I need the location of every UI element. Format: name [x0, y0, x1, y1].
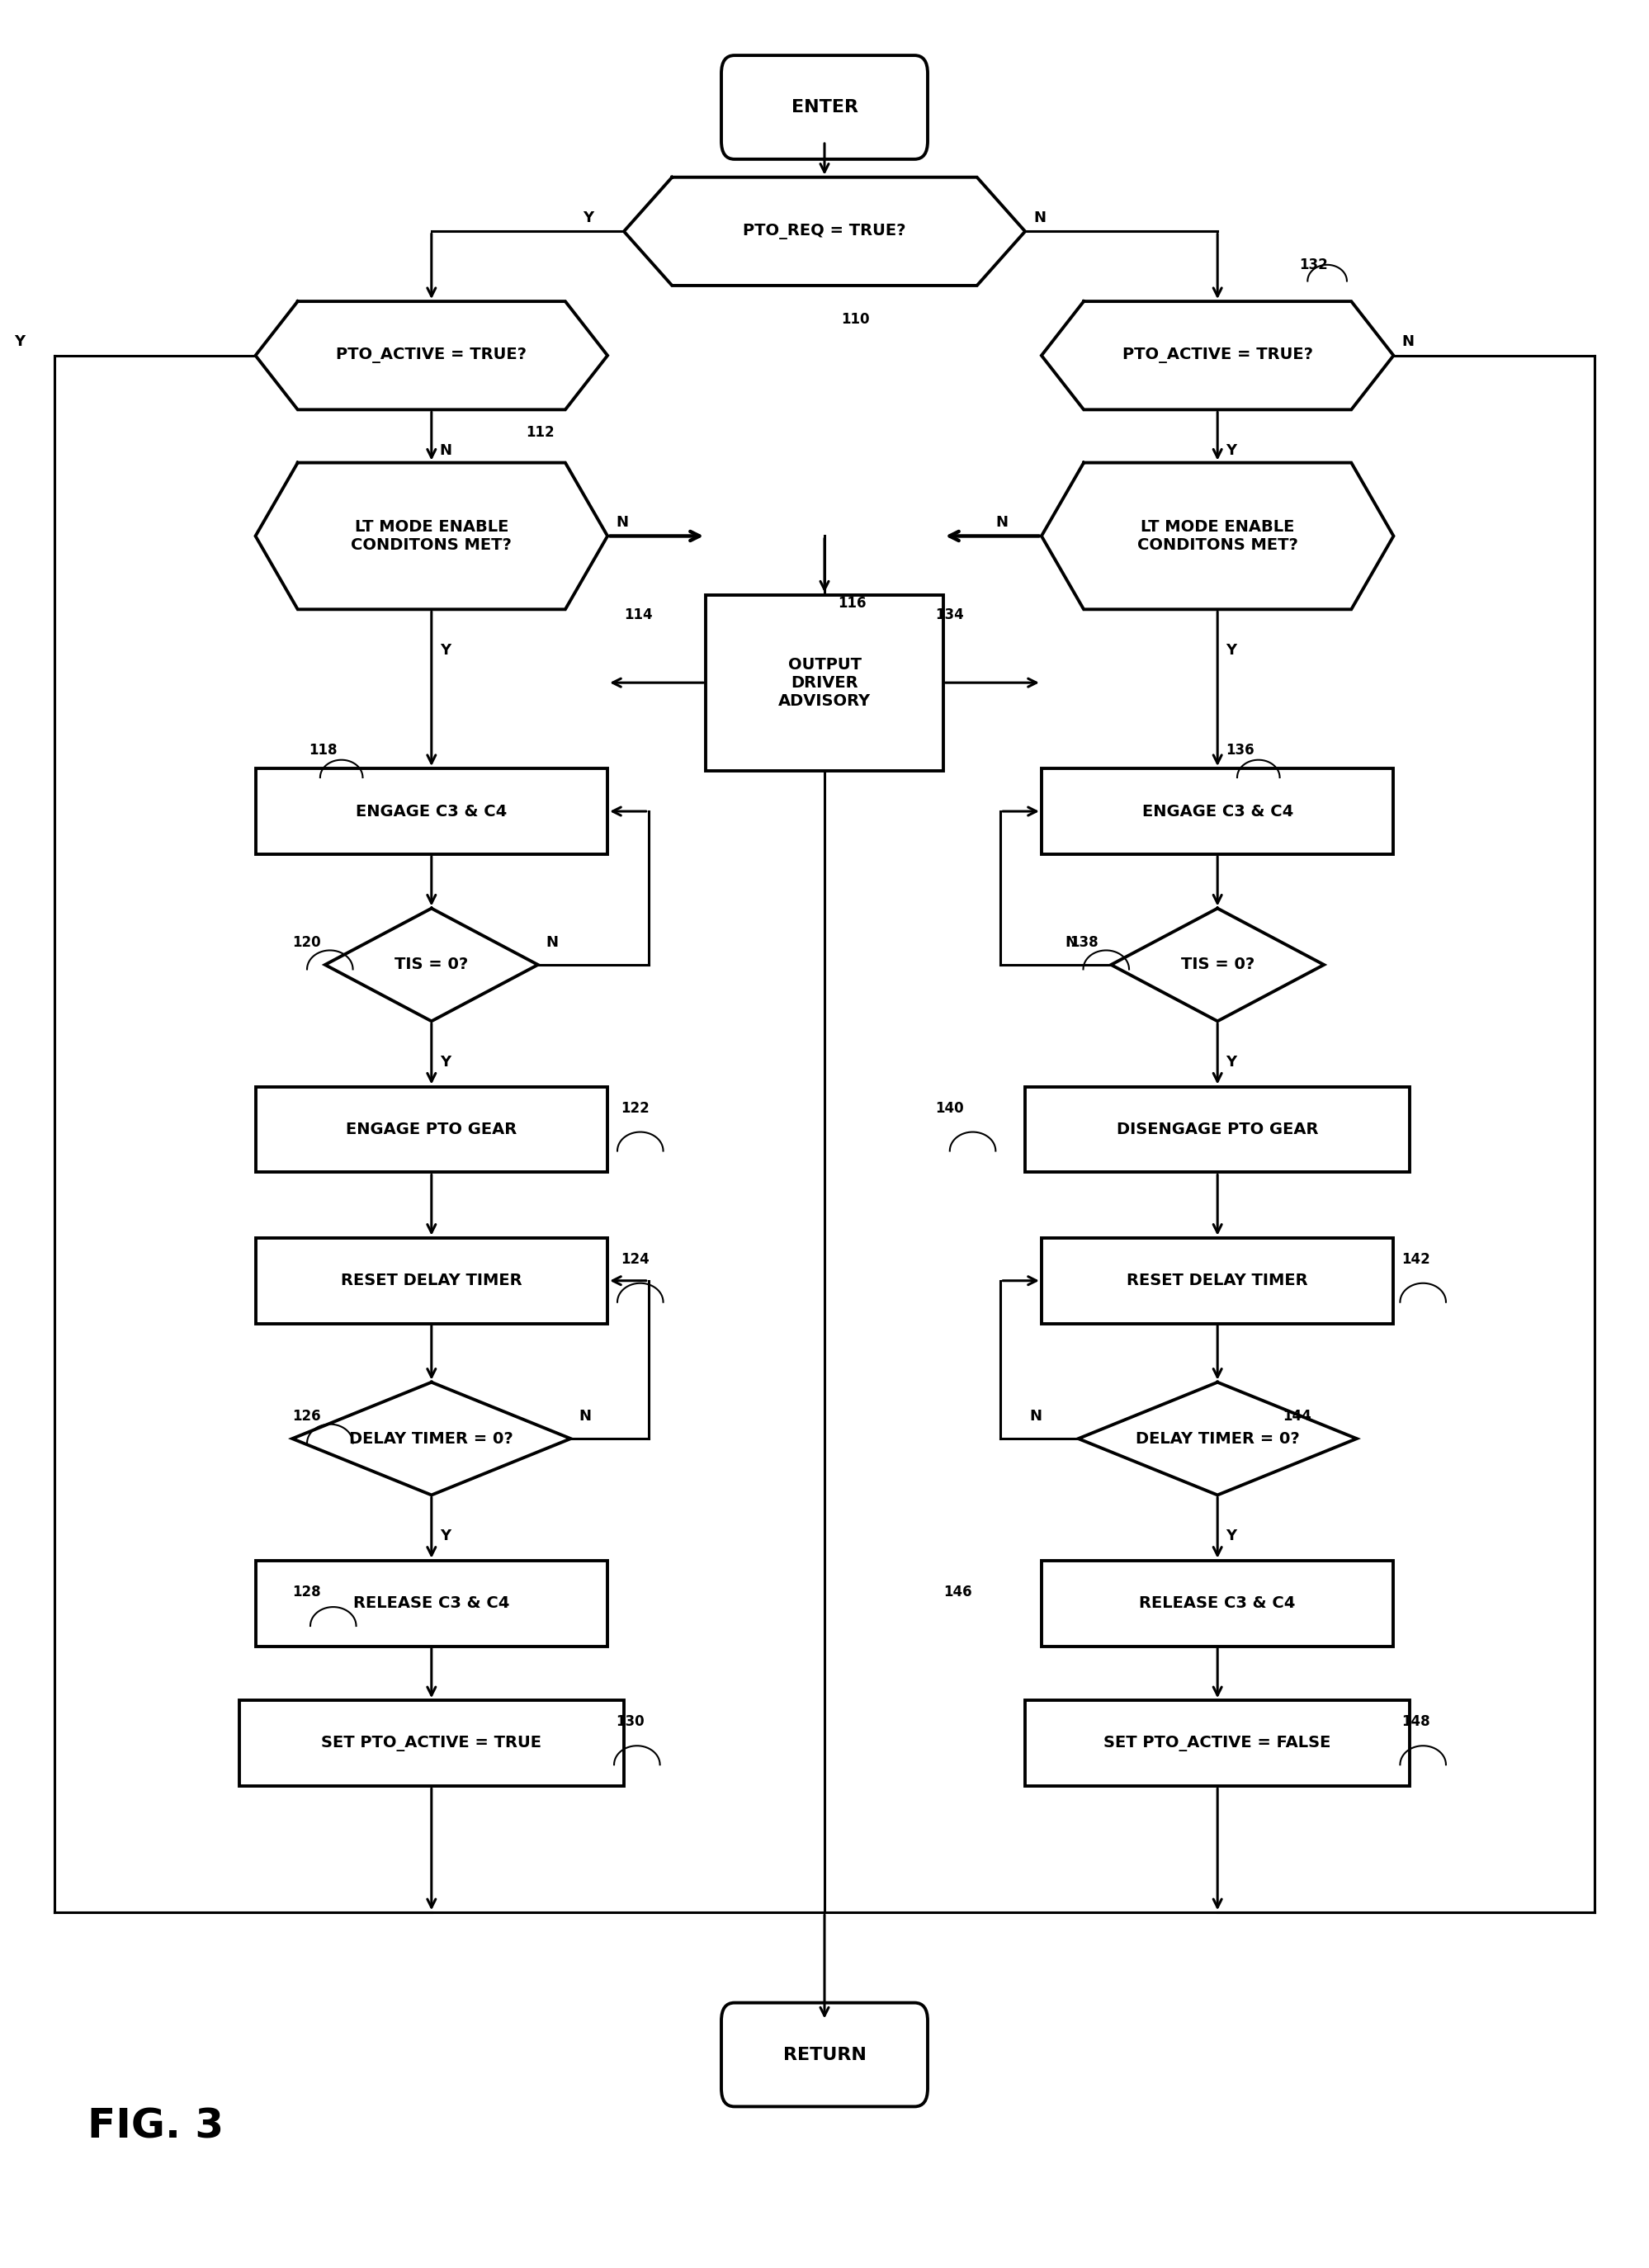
Text: 136: 136 — [1225, 744, 1255, 758]
Text: Y: Y — [1225, 1055, 1237, 1068]
Text: RELEASE C3 & C4: RELEASE C3 & C4 — [353, 1594, 510, 1610]
Text: N: N — [1029, 1408, 1042, 1424]
Text: ENTER: ENTER — [792, 100, 857, 116]
FancyBboxPatch shape — [1042, 769, 1393, 855]
Text: Y: Y — [1225, 1529, 1237, 1542]
Text: 138: 138 — [1070, 934, 1098, 950]
Text: RESET DELAY TIMER: RESET DELAY TIMER — [341, 1272, 523, 1288]
Polygon shape — [325, 909, 538, 1021]
Text: SET PTO_ACTIVE = FALSE: SET PTO_ACTIVE = FALSE — [1103, 1735, 1331, 1751]
Text: 146: 146 — [943, 1585, 971, 1599]
Text: Y: Y — [1225, 442, 1237, 458]
Text: 130: 130 — [615, 1715, 645, 1728]
Text: 126: 126 — [292, 1408, 322, 1424]
Text: Y: Y — [440, 642, 450, 658]
FancyBboxPatch shape — [1026, 1701, 1410, 1787]
Text: ENGAGE PTO GEAR: ENGAGE PTO GEAR — [346, 1123, 518, 1136]
Text: TIS = 0?: TIS = 0? — [394, 957, 468, 973]
FancyBboxPatch shape — [1026, 1086, 1410, 1173]
Text: LT MODE ENABLE
CONDITONS MET?: LT MODE ENABLE CONDITONS MET? — [351, 519, 511, 553]
Text: 110: 110 — [841, 313, 869, 327]
FancyBboxPatch shape — [256, 1560, 607, 1647]
Text: RETURN: RETURN — [783, 2046, 866, 2064]
FancyBboxPatch shape — [1042, 1560, 1393, 1647]
Polygon shape — [1111, 909, 1324, 1021]
Polygon shape — [623, 177, 1026, 286]
FancyBboxPatch shape — [239, 1701, 623, 1787]
Text: DELAY TIMER = 0?: DELAY TIMER = 0? — [1136, 1431, 1299, 1447]
Text: 144: 144 — [1283, 1408, 1311, 1424]
FancyBboxPatch shape — [721, 54, 928, 159]
Text: 134: 134 — [935, 608, 963, 621]
Text: FIG. 3: FIG. 3 — [87, 2107, 224, 2146]
Text: 142: 142 — [1402, 1252, 1430, 1266]
Text: Y: Y — [440, 1055, 450, 1068]
Polygon shape — [292, 1381, 571, 1495]
Text: 122: 122 — [620, 1100, 650, 1116]
FancyBboxPatch shape — [706, 594, 943, 771]
FancyBboxPatch shape — [1042, 1238, 1393, 1325]
Text: PTO_ACTIVE = TRUE?: PTO_ACTIVE = TRUE? — [1123, 347, 1313, 363]
Polygon shape — [256, 463, 607, 610]
Text: N: N — [546, 934, 559, 950]
FancyBboxPatch shape — [256, 1086, 607, 1173]
Text: LT MODE ENABLE
CONDITONS MET?: LT MODE ENABLE CONDITONS MET? — [1138, 519, 1298, 553]
Text: Y: Y — [1225, 642, 1237, 658]
Text: DISENGAGE PTO GEAR: DISENGAGE PTO GEAR — [1116, 1123, 1319, 1136]
Text: N: N — [1065, 934, 1077, 950]
Text: N: N — [1402, 333, 1415, 349]
Text: N: N — [1034, 211, 1045, 225]
Text: SET PTO_ACTIVE = TRUE: SET PTO_ACTIVE = TRUE — [322, 1735, 541, 1751]
Text: RELEASE C3 & C4: RELEASE C3 & C4 — [1139, 1594, 1296, 1610]
Text: PTO_ACTIVE = TRUE?: PTO_ACTIVE = TRUE? — [336, 347, 526, 363]
Text: Y: Y — [440, 1529, 450, 1542]
Text: ENGAGE C3 & C4: ENGAGE C3 & C4 — [356, 803, 508, 819]
Text: N: N — [579, 1408, 592, 1424]
Text: OUTPUT
DRIVER
ADVISORY: OUTPUT DRIVER ADVISORY — [778, 658, 871, 708]
Text: DELAY TIMER = 0?: DELAY TIMER = 0? — [350, 1431, 513, 1447]
Text: N: N — [996, 515, 1008, 531]
Text: 132: 132 — [1299, 259, 1327, 272]
FancyBboxPatch shape — [721, 2003, 928, 2107]
Polygon shape — [1042, 463, 1393, 610]
Text: N: N — [615, 515, 628, 531]
Text: Y: Y — [13, 333, 25, 349]
Text: 120: 120 — [292, 934, 322, 950]
Polygon shape — [256, 302, 607, 411]
FancyBboxPatch shape — [256, 769, 607, 855]
Text: 148: 148 — [1402, 1715, 1430, 1728]
Polygon shape — [1078, 1381, 1357, 1495]
Text: 124: 124 — [620, 1252, 650, 1266]
Text: 116: 116 — [838, 596, 866, 610]
Text: 118: 118 — [308, 744, 336, 758]
Text: RESET DELAY TIMER: RESET DELAY TIMER — [1126, 1272, 1308, 1288]
Text: TIS = 0?: TIS = 0? — [1181, 957, 1255, 973]
Text: 114: 114 — [623, 608, 653, 621]
Text: 112: 112 — [526, 424, 554, 440]
Text: N: N — [440, 442, 452, 458]
Text: PTO_REQ = TRUE?: PTO_REQ = TRUE? — [744, 225, 905, 238]
Text: ENGAGE C3 & C4: ENGAGE C3 & C4 — [1141, 803, 1293, 819]
Polygon shape — [1042, 302, 1393, 411]
Text: 128: 128 — [292, 1585, 322, 1599]
FancyBboxPatch shape — [256, 1238, 607, 1325]
Text: Y: Y — [584, 211, 594, 225]
Text: 140: 140 — [935, 1100, 963, 1116]
